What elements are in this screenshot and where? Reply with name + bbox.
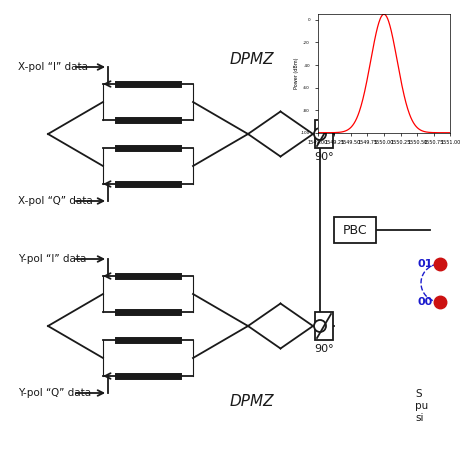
- Y-axis label: Power (dBm): Power (dBm): [294, 58, 299, 89]
- Bar: [315, 312, 333, 340]
- Circle shape: [314, 128, 326, 140]
- Circle shape: [314, 320, 326, 332]
- Text: PBC: PBC: [343, 224, 367, 237]
- Text: 01: 01: [418, 259, 433, 269]
- Text: Y-pol “Q” data: Y-pol “Q” data: [18, 388, 91, 398]
- Text: DPMZ: DPMZ: [230, 52, 274, 66]
- Text: S: S: [415, 389, 422, 399]
- Text: 90°: 90°: [314, 344, 334, 354]
- Text: si: si: [415, 413, 423, 423]
- Bar: [334, 217, 376, 243]
- Text: pu: pu: [415, 401, 428, 411]
- Text: X-pol “I” data: X-pol “I” data: [18, 62, 88, 72]
- Text: Y-pol “I” data: Y-pol “I” data: [18, 254, 86, 264]
- Bar: [315, 120, 333, 148]
- Text: 00: 00: [418, 297, 433, 307]
- Text: 90°: 90°: [314, 152, 334, 162]
- Text: DPMZ: DPMZ: [230, 393, 274, 409]
- Text: X-pol “Q” data: X-pol “Q” data: [18, 196, 93, 206]
